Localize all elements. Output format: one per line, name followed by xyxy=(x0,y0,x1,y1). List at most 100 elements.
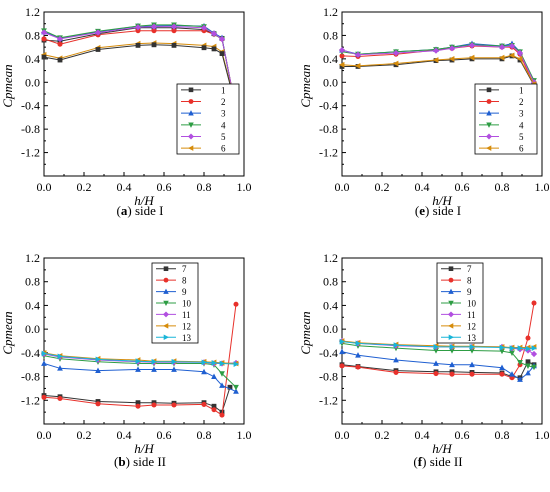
data-point xyxy=(56,35,64,43)
data-point xyxy=(41,36,47,42)
data-point xyxy=(449,348,455,354)
data-point xyxy=(498,54,505,61)
data-point xyxy=(499,371,505,377)
data-point xyxy=(150,23,158,30)
legend: 1 2 34 5 6 xyxy=(474,83,538,155)
series-line xyxy=(341,44,535,83)
legend-label: 10 xyxy=(182,299,192,309)
data-point xyxy=(57,57,63,63)
data-point xyxy=(393,342,400,349)
y-tick-label: 1.2 xyxy=(323,5,338,19)
legend-label: 13 xyxy=(467,333,477,343)
caption-letter: b xyxy=(118,454,125,469)
legend-box xyxy=(176,83,240,155)
data-point xyxy=(95,367,101,374)
x-tick-label: 0.2 xyxy=(375,428,390,442)
x-tick-label: 0.0 xyxy=(335,180,350,194)
data-point xyxy=(530,79,538,86)
data-point xyxy=(134,24,142,31)
legend-label: 11 xyxy=(467,310,476,320)
data-point xyxy=(227,384,233,390)
legend-marker xyxy=(448,311,454,318)
data-point xyxy=(200,24,208,31)
data-point xyxy=(525,363,531,370)
data-point xyxy=(531,300,537,306)
caption-text: side II xyxy=(133,454,166,469)
x-tick-label: 1.0 xyxy=(535,180,550,194)
legend-label: 1 xyxy=(221,85,226,95)
y-axis-label: Cpmean xyxy=(0,64,15,107)
x-tick-label: 0.4 xyxy=(117,180,132,194)
legend-label: 3 xyxy=(519,109,524,119)
data-point xyxy=(170,23,178,30)
caption-letter: e xyxy=(419,203,425,218)
data-point xyxy=(517,359,523,366)
series-13 xyxy=(339,338,538,352)
data-point xyxy=(211,373,217,379)
legend-marker xyxy=(486,87,492,93)
data-point xyxy=(433,348,439,354)
data-point xyxy=(41,54,47,60)
data-point xyxy=(393,369,399,375)
data-point xyxy=(57,41,63,47)
data-point xyxy=(338,46,346,54)
caption-letter: a xyxy=(121,203,128,218)
data-point xyxy=(499,344,506,351)
data-point xyxy=(151,402,157,408)
data-point xyxy=(171,366,177,372)
data-point xyxy=(201,401,207,407)
y-axis-label: Cpmean xyxy=(0,311,15,354)
legend-marker xyxy=(163,300,169,306)
x-tick-label: 0.6 xyxy=(455,180,470,194)
series-line xyxy=(43,352,237,364)
data-point xyxy=(151,366,157,372)
legend-marker xyxy=(163,266,169,272)
legend-marker xyxy=(486,122,492,128)
x-tick-label: 0.0 xyxy=(335,428,350,442)
x-tick-label: 1.0 xyxy=(237,428,252,442)
data-point xyxy=(339,363,345,369)
chart-panel-f: 1.2 0.8 0.4 0.0 -0.4 -0.8 -1.2 0.0 0.2 0.4 0.6 0.8 1… xyxy=(298,251,550,469)
y-tick-label: 0.0 xyxy=(25,75,40,89)
legend-marker xyxy=(188,122,194,128)
x-tick-label: 1.0 xyxy=(237,180,252,194)
data-point xyxy=(135,42,141,48)
data-point xyxy=(201,359,208,366)
data-point xyxy=(219,412,225,418)
data-point xyxy=(516,55,523,62)
x-axis-label: h/H xyxy=(432,193,452,208)
x-axis-label: h/H xyxy=(134,193,154,208)
series-7 xyxy=(339,359,537,381)
legend-marker xyxy=(163,288,169,294)
caption-paren-close: ) xyxy=(126,454,134,469)
data-point xyxy=(135,400,141,406)
x-tick-label: 0.2 xyxy=(77,180,92,194)
legend-marker xyxy=(448,300,454,306)
legend-label: 2 xyxy=(221,97,226,107)
caption-paren-open: ( xyxy=(415,203,419,218)
x-tick-label: 0.4 xyxy=(117,428,132,442)
data-point xyxy=(525,335,531,341)
data-point xyxy=(57,365,63,371)
caption-paren-close: ) xyxy=(127,203,135,218)
x-tick-label: 0.8 xyxy=(495,180,510,194)
series-line xyxy=(43,24,237,112)
legend-marker xyxy=(188,145,194,151)
series-9 xyxy=(339,348,537,382)
data-point xyxy=(432,47,440,54)
data-point xyxy=(433,344,440,350)
data-point xyxy=(525,345,532,352)
data-point xyxy=(531,364,537,371)
caption-paren-open: ( xyxy=(114,454,118,469)
data-point xyxy=(509,350,515,356)
series-line xyxy=(43,26,237,110)
chart-panel-b: 1.2 0.8 0.4 0.0 -0.4 -0.8 -1.2 0.0 0.2 0.4 0.6 0.8 1… xyxy=(0,251,252,469)
data-point xyxy=(171,402,177,408)
data-point xyxy=(517,376,523,382)
y-tick-label: -0.4 xyxy=(21,99,40,113)
legend-marker xyxy=(486,145,492,151)
series-13 xyxy=(41,350,240,368)
series-4 xyxy=(339,42,537,84)
